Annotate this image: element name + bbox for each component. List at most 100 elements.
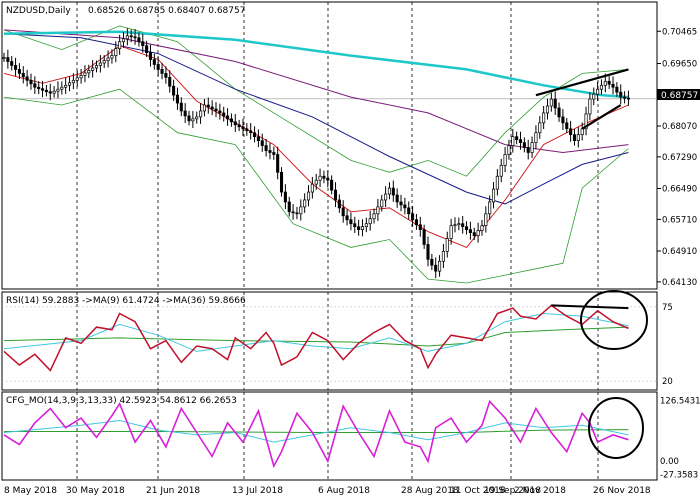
candle-body [530, 142, 534, 153]
candle-body [384, 193, 388, 201]
candle-body [152, 59, 156, 65]
candle-body [6, 57, 10, 62]
candle-body [229, 118, 233, 123]
candle-body [534, 132, 538, 143]
candle-body [561, 116, 565, 124]
rsi-ma36-line [3, 326, 629, 347]
candle-body [607, 80, 611, 85]
candle-body [484, 213, 488, 227]
candle-body [395, 194, 399, 203]
candle-body [268, 150, 272, 153]
x-tick-label: 19 Sep 2018 [484, 486, 541, 496]
candle-body [511, 136, 515, 146]
rsi-tick-label: 20 [662, 377, 673, 387]
candle-body [426, 244, 430, 260]
x-tick-label: 13 Jul 2018 [232, 486, 283, 496]
candle-body [21, 73, 25, 78]
candle-body [303, 199, 307, 208]
candle-body [318, 175, 322, 181]
candle-body [441, 251, 445, 262]
candle-body [549, 98, 553, 107]
bollinger-upper-line [3, 25, 629, 177]
price-tick-label: 0.68070 [662, 122, 697, 132]
candle-body [491, 188, 496, 203]
candle-body [364, 223, 368, 228]
candle-body [276, 154, 280, 173]
candle-body [214, 108, 218, 112]
candle-body [380, 199, 384, 208]
candle-body [418, 224, 422, 230]
x-tick-label: 8 May 2018 [4, 486, 57, 496]
candle-body [445, 238, 449, 252]
candle-body [615, 86, 619, 93]
candle-body [56, 88, 60, 92]
last-price-label: 0.68757 [661, 91, 698, 101]
candle-body [503, 154, 507, 166]
candle-body [195, 116, 199, 120]
candle-body [457, 223, 461, 226]
candle-body [52, 90, 56, 94]
candle-body [148, 52, 153, 60]
candle-body [226, 115, 230, 120]
candle-body [160, 69, 164, 74]
candle-body [94, 65, 99, 69]
candle-body [75, 77, 79, 81]
cfg-title: CFG_MO(14,3,9,3,13,33) 42.5923 54.8612 6… [6, 396, 237, 406]
candle-body [241, 126, 245, 130]
candle-body [545, 105, 550, 114]
candle-body [488, 201, 492, 215]
candle-body [310, 183, 314, 193]
candle-body [156, 64, 160, 70]
candle-body [2, 57, 6, 59]
candle-body [98, 62, 102, 66]
candle-body [137, 37, 141, 43]
candle-body [222, 112, 226, 117]
x-tick-label: 28 Aug 2018 [401, 486, 459, 496]
candle-body [175, 94, 180, 104]
candle-body [603, 80, 607, 86]
price-title: NZDUSD,Daily [6, 6, 71, 16]
candle-body [538, 122, 542, 134]
candle-body [422, 229, 426, 245]
price-tick-label: 0.66490 [662, 184, 697, 194]
candle-body [333, 189, 338, 201]
candle-body [330, 179, 334, 191]
price-tick-label: 0.65710 [662, 215, 697, 225]
candle-body [79, 75, 83, 79]
rsi-trendline [551, 304, 629, 310]
candle-body [83, 72, 87, 76]
candle-body [260, 140, 264, 146]
candle-body [599, 84, 604, 90]
candle-body [91, 67, 95, 71]
candle-body [102, 60, 106, 64]
candle-body [507, 145, 511, 155]
candle-body [596, 88, 600, 95]
candle-body [495, 175, 499, 190]
x-tick-label: 11 Oct 2018 [450, 486, 506, 496]
candle-body [580, 128, 584, 136]
candle-body [245, 128, 249, 132]
cfg-tick-label: 126.5431 [660, 397, 700, 407]
candle-body [542, 112, 546, 124]
price-trendline [581, 104, 622, 130]
candle-body [172, 85, 176, 96]
candle-body [264, 145, 268, 151]
candle-body [449, 225, 453, 239]
rsi-title: RSI(14) 59.2883 ->MA(9) 61.4724 ->MA(36)… [6, 296, 246, 306]
bollinger-lower-line [3, 88, 629, 284]
candle-body [279, 171, 284, 193]
price-panel [1, 1, 658, 290]
candle-body [187, 115, 191, 122]
candle-body [499, 165, 503, 177]
candle-body [64, 84, 68, 88]
candle-body [619, 91, 623, 98]
candle-body [522, 142, 526, 148]
candle-body [515, 136, 519, 140]
rsi-tick-label: 75 [662, 303, 673, 313]
candle-body [576, 134, 580, 141]
rsi-line [3, 304, 629, 372]
candle-body [314, 179, 318, 185]
price-tick-label: 0.69650 [662, 59, 697, 69]
candle-body [341, 207, 345, 217]
candle-body [472, 232, 476, 236]
